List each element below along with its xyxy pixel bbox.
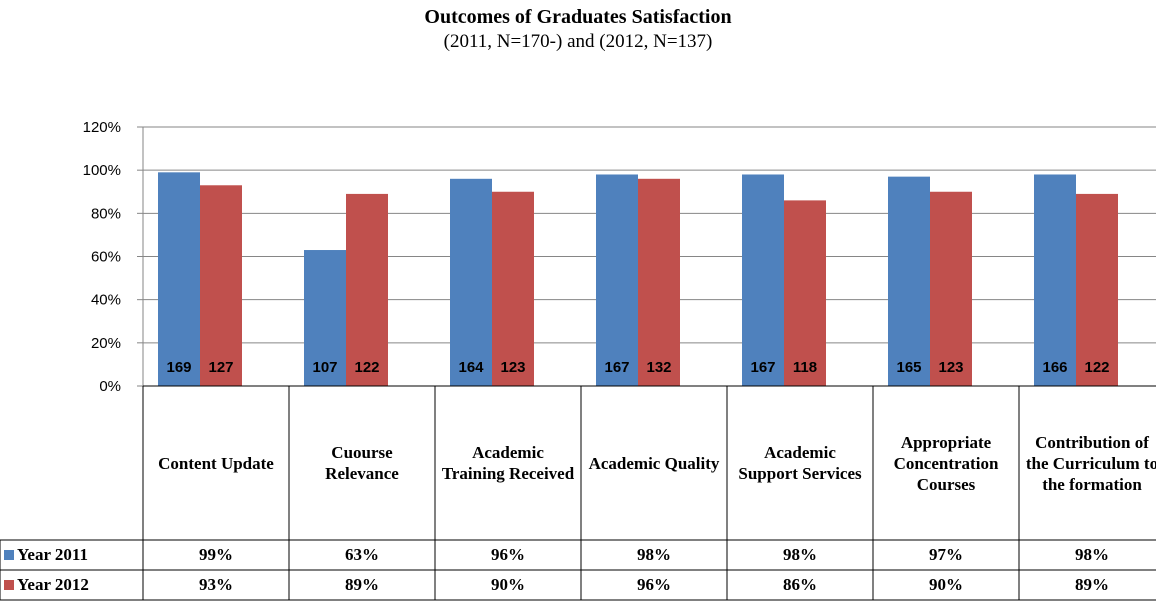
y-tick-label: 100%: [83, 162, 121, 179]
table-value: 63%: [345, 545, 379, 564]
bar: [450, 178, 492, 386]
y-tick-label: 40%: [91, 292, 121, 309]
bar: [200, 185, 242, 386]
count-label: 118: [793, 359, 817, 376]
bar: [596, 174, 638, 386]
bar: [1076, 193, 1118, 386]
bar: [1034, 174, 1076, 386]
legend-item: Year 2011: [2, 540, 88, 570]
bar: [158, 172, 200, 386]
table-value: 89%: [345, 575, 379, 594]
count-label: 107: [312, 359, 337, 376]
category-label: Appropriate Concentration Courses: [893, 432, 999, 494]
count-label: 166: [1042, 359, 1067, 376]
legend-key: [4, 580, 14, 590]
category-label: Academic Support Services: [738, 443, 862, 483]
category-label: Cuourse Relevance: [325, 443, 399, 483]
table-value: 97%: [929, 545, 963, 564]
count-label: 122: [354, 359, 379, 376]
legend-label: Year 2011: [17, 545, 88, 564]
count-label: 164: [458, 359, 484, 376]
y-tick-label: 0%: [99, 378, 121, 395]
chart-subtitle: (2011, N=170-) and (2012, N=137): [443, 31, 713, 52]
count-label: 123: [938, 359, 963, 376]
chart-title: Outcomes of Graduates Satisfaction: [424, 6, 732, 28]
table-value: 98%: [1075, 545, 1109, 564]
table-value: 99%: [199, 545, 233, 564]
bar: [742, 174, 784, 386]
table-value: 93%: [199, 575, 233, 594]
table-value: 96%: [491, 545, 525, 564]
category-label: Contribution of the Curriculum to the fo…: [1025, 432, 1156, 494]
count-label: 169: [166, 359, 191, 376]
count-label: 132: [646, 359, 671, 376]
table-value: 96%: [637, 575, 671, 594]
legend-label: Year 2012: [17, 575, 89, 594]
table-value: 90%: [929, 575, 963, 594]
table-value: 89%: [1075, 575, 1109, 594]
bar: [784, 200, 826, 386]
bar: [304, 250, 346, 386]
table-value: 98%: [637, 545, 671, 564]
table-value: 98%: [783, 545, 817, 564]
table-value: 86%: [783, 575, 817, 594]
count-label: 122: [1084, 359, 1109, 376]
y-tick-label: 120%: [83, 119, 121, 136]
count-label: 167: [750, 359, 775, 376]
legend-key: [4, 550, 14, 560]
y-tick-label: 60%: [91, 249, 121, 266]
bar: [492, 191, 534, 386]
bar: [888, 176, 930, 386]
table-value: 90%: [491, 575, 525, 594]
legend-item: Year 2012: [2, 570, 89, 600]
count-label: 127: [208, 359, 233, 376]
category-label: Academic Quality: [588, 453, 720, 473]
count-label: 167: [604, 359, 629, 376]
y-tick-label: 20%: [91, 335, 121, 352]
category-label: Content Update: [158, 453, 274, 473]
count-label: 165: [896, 359, 921, 376]
bar: [930, 191, 972, 386]
y-tick-label: 80%: [91, 205, 121, 222]
bar: [346, 193, 388, 386]
bar: [638, 178, 680, 386]
category-label: Academic Training Received: [441, 443, 575, 483]
count-label: 123: [500, 359, 525, 376]
